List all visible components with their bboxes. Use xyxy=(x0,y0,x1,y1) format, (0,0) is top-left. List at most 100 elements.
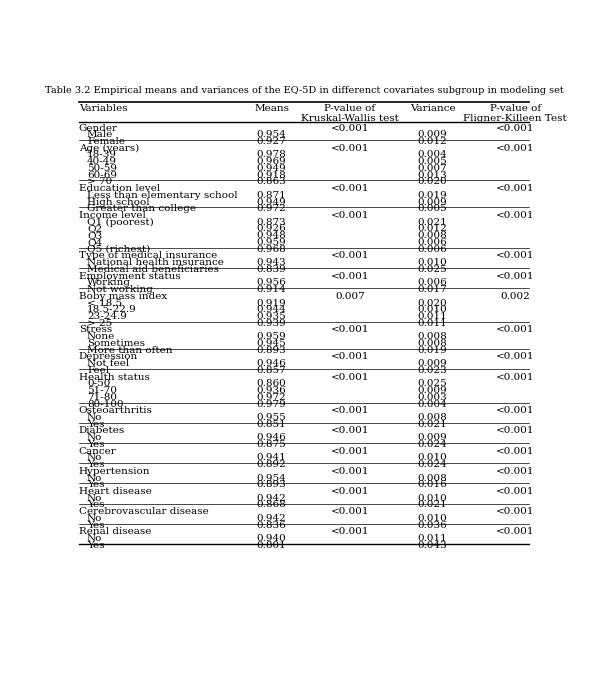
Text: 0.021: 0.021 xyxy=(417,419,448,429)
Text: 0.010: 0.010 xyxy=(417,305,448,314)
Text: 0.978: 0.978 xyxy=(257,150,286,159)
Text: 0.935: 0.935 xyxy=(257,312,286,321)
Text: 0.024: 0.024 xyxy=(417,460,448,469)
Text: 0.011: 0.011 xyxy=(417,312,448,321)
Text: 0.023: 0.023 xyxy=(417,366,448,375)
Text: No: No xyxy=(87,433,103,442)
Text: 0.019: 0.019 xyxy=(417,346,448,354)
Text: 0.008: 0.008 xyxy=(417,413,448,422)
Text: Type of medical insurance: Type of medical insurance xyxy=(79,251,217,260)
Text: <0.001: <0.001 xyxy=(496,251,534,260)
Text: 0.006: 0.006 xyxy=(417,238,448,247)
Text: 0.016: 0.016 xyxy=(417,480,448,489)
Text: <0.001: <0.001 xyxy=(331,124,369,133)
Text: 0.863: 0.863 xyxy=(257,178,286,186)
Text: Yes: Yes xyxy=(87,541,104,550)
Text: 23-24.9: 23-24.9 xyxy=(87,312,127,321)
Text: P-value of
Fligner-Killeen Test: P-value of Fligner-Killeen Test xyxy=(464,104,567,124)
Text: 0.942: 0.942 xyxy=(257,494,286,503)
Text: Income level: Income level xyxy=(79,211,146,220)
Text: 0.959: 0.959 xyxy=(257,238,286,247)
Text: 0.839: 0.839 xyxy=(257,265,286,274)
Text: <0.001: <0.001 xyxy=(331,373,369,382)
Text: Yes: Yes xyxy=(87,480,104,489)
Text: 0.009: 0.009 xyxy=(417,433,448,442)
Text: 0.943: 0.943 xyxy=(257,258,286,267)
Text: Hypertension: Hypertension xyxy=(79,466,150,476)
Text: <0.001: <0.001 xyxy=(331,143,369,153)
Text: <0.001: <0.001 xyxy=(496,487,534,496)
Text: Diabetes: Diabetes xyxy=(79,426,125,436)
Text: Cancer: Cancer xyxy=(79,447,116,456)
Text: No: No xyxy=(87,534,103,543)
Text: Sometimes: Sometimes xyxy=(87,339,145,348)
Text: 0.893: 0.893 xyxy=(257,480,286,489)
Text: Heart disease: Heart disease xyxy=(79,487,151,496)
Text: 0.969: 0.969 xyxy=(257,157,286,166)
Text: Renal disease: Renal disease xyxy=(79,527,151,536)
Text: 0.004: 0.004 xyxy=(417,150,448,159)
Text: 0.036: 0.036 xyxy=(417,520,448,530)
Text: <0.001: <0.001 xyxy=(496,211,534,220)
Text: 0.009: 0.009 xyxy=(417,130,448,139)
Text: 80-100: 80-100 xyxy=(87,400,123,408)
Text: 0.004: 0.004 xyxy=(417,400,448,408)
Text: <0.001: <0.001 xyxy=(331,272,369,281)
Text: 0.005: 0.005 xyxy=(417,204,448,213)
Text: 0.836: 0.836 xyxy=(257,520,286,530)
Text: 0.940: 0.940 xyxy=(257,534,286,543)
Text: 0.948: 0.948 xyxy=(257,232,286,240)
Text: Working: Working xyxy=(87,279,131,288)
Text: 0.860: 0.860 xyxy=(257,379,286,389)
Text: <0.001: <0.001 xyxy=(331,527,369,536)
Text: 0.025: 0.025 xyxy=(417,379,448,389)
Text: Q5 (richest): Q5 (richest) xyxy=(87,245,150,253)
Text: Variance: Variance xyxy=(410,104,455,113)
Text: 0.941: 0.941 xyxy=(257,454,286,462)
Text: No: No xyxy=(87,494,103,503)
Text: Yes: Yes xyxy=(87,460,104,469)
Text: 0.006: 0.006 xyxy=(417,245,448,253)
Text: <0.001: <0.001 xyxy=(496,373,534,382)
Text: 50-59: 50-59 xyxy=(87,164,117,173)
Text: 0.008: 0.008 xyxy=(417,339,448,348)
Text: 18-39: 18-39 xyxy=(87,150,117,159)
Text: Cerebrovascular disease: Cerebrovascular disease xyxy=(79,507,209,516)
Text: 0.956: 0.956 xyxy=(257,279,286,288)
Text: 0.954: 0.954 xyxy=(257,130,286,139)
Text: Osteoarthritis: Osteoarthritis xyxy=(79,406,152,415)
Text: 0.012: 0.012 xyxy=(417,137,448,146)
Text: <0.001: <0.001 xyxy=(331,251,369,260)
Text: 0.944: 0.944 xyxy=(257,305,286,314)
Text: 0.011: 0.011 xyxy=(417,319,448,328)
Text: 0.020: 0.020 xyxy=(417,298,448,307)
Text: Q2: Q2 xyxy=(87,225,102,234)
Text: 0.011: 0.011 xyxy=(417,534,448,543)
Text: 0.972: 0.972 xyxy=(257,393,286,402)
Text: <0.001: <0.001 xyxy=(331,507,369,516)
Text: Not feel: Not feel xyxy=(87,359,129,368)
Text: High school: High school xyxy=(87,197,149,206)
Text: 0.009: 0.009 xyxy=(417,386,448,395)
Text: Feel: Feel xyxy=(87,366,109,375)
Text: No: No xyxy=(87,473,103,483)
Text: > 70: > 70 xyxy=(87,178,112,186)
Text: 0.875: 0.875 xyxy=(257,440,286,449)
Text: None: None xyxy=(87,332,115,342)
Text: 0.013: 0.013 xyxy=(417,171,448,180)
Text: 0.021: 0.021 xyxy=(417,218,448,227)
Text: <0.001: <0.001 xyxy=(331,352,369,361)
Text: 0.946: 0.946 xyxy=(257,359,286,368)
Text: 0.914: 0.914 xyxy=(257,285,286,294)
Text: <0.001: <0.001 xyxy=(331,326,369,335)
Text: 0.926: 0.926 xyxy=(257,225,286,234)
Text: Q4: Q4 xyxy=(87,238,102,247)
Text: 0.019: 0.019 xyxy=(417,191,448,200)
Text: Variables: Variables xyxy=(79,104,127,113)
Text: 0.968: 0.968 xyxy=(257,245,286,253)
Text: 0.851: 0.851 xyxy=(257,419,286,429)
Text: <0.001: <0.001 xyxy=(331,426,369,436)
Text: 0.949: 0.949 xyxy=(257,197,286,206)
Text: 0.801: 0.801 xyxy=(257,541,286,550)
Text: Male: Male xyxy=(87,130,113,139)
